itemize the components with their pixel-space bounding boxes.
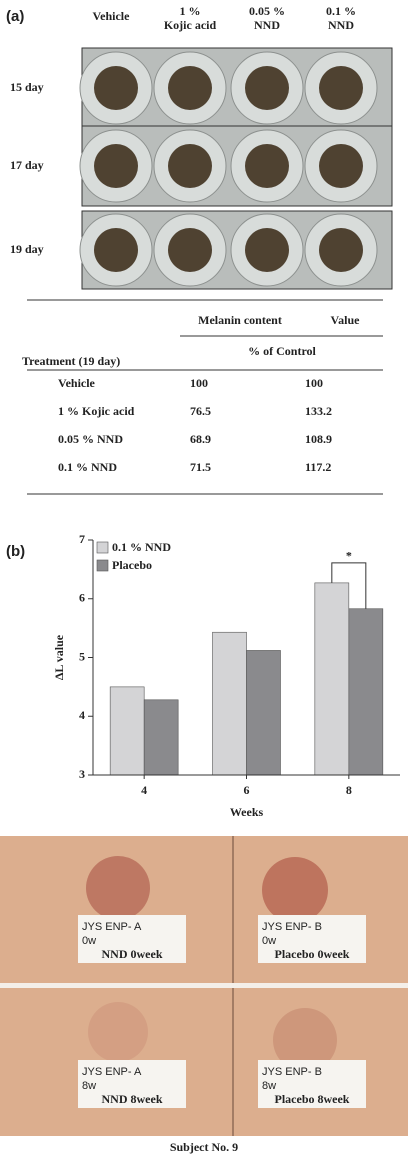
skin-spot [262, 857, 328, 923]
well-content [319, 144, 363, 188]
table-header: Melanin content [198, 313, 282, 327]
table-cell: 100 [190, 376, 208, 390]
photo-label: NND 8week [102, 1092, 163, 1106]
x-axis-title: Weeks [230, 805, 264, 819]
table-cell: 0.05 % NND [58, 432, 123, 446]
x-tick-label: 8 [346, 783, 352, 797]
panel-label: (a) [6, 8, 24, 25]
legend-label: 0.1 % NND [112, 540, 171, 554]
well-content [168, 228, 212, 272]
column-label: Vehicle [93, 9, 131, 23]
card-text: 0w [262, 935, 276, 947]
panel-label: (b) [6, 543, 25, 560]
row-label: 17 day [10, 158, 44, 172]
y-tick-label: 6 [79, 591, 85, 605]
x-tick-label: 6 [244, 783, 250, 797]
table-cell: 0.1 % NND [58, 460, 117, 474]
column-label: 0.05 % [249, 4, 285, 18]
bar [349, 609, 383, 775]
legend-swatch [97, 542, 108, 553]
table-cell: 133.2 [305, 404, 332, 418]
table-header: Value [331, 313, 361, 327]
well-content [168, 144, 212, 188]
column-label: NND [254, 18, 280, 32]
well-content [245, 144, 289, 188]
card-text: JYS ENP- B [262, 921, 322, 933]
y-tick-label: 7 [79, 532, 85, 546]
table-cell: 100 [305, 376, 323, 390]
legend-label: Placebo [112, 558, 152, 572]
table-header: % of Control [248, 344, 316, 358]
well-content [94, 144, 138, 188]
column-label: Kojic acid [164, 18, 217, 32]
table-cell: 1 % Kojic acid [58, 404, 135, 418]
photo-label: NND 0week [102, 947, 163, 961]
bar [315, 583, 349, 775]
legend-swatch [97, 560, 108, 571]
well-content [94, 228, 138, 272]
column-label: 1 % [180, 4, 201, 18]
well-content [245, 66, 289, 110]
bar [247, 650, 281, 775]
table-cell: Vehicle [58, 376, 96, 390]
row-label: 19 day [10, 242, 44, 256]
photo-caption: Subject No. 9 [170, 1140, 238, 1154]
skin-spot [88, 1002, 148, 1062]
column-label: 0.1 % [326, 4, 356, 18]
table-cell: 71.5 [190, 460, 211, 474]
x-tick-label: 4 [141, 783, 147, 797]
card-text: JYS ENP- B [262, 1066, 322, 1078]
bar [110, 687, 144, 775]
card-text: 0w [82, 935, 96, 947]
column-label: NND [328, 18, 354, 32]
table-cell: 68.9 [190, 432, 211, 446]
y-tick-label: 4 [79, 708, 85, 722]
annotation: * [346, 549, 352, 563]
bar [144, 700, 178, 775]
well-content [319, 66, 363, 110]
well-content [319, 228, 363, 272]
photo-divider [0, 983, 408, 988]
card-text: JYS ENP- A [82, 921, 142, 933]
table-cell: 108.9 [305, 432, 332, 446]
photo-label: Placebo 0week [275, 947, 350, 961]
y-tick-label: 3 [79, 767, 85, 781]
figure: (a) Melanin content Value % of Control T… [0, 0, 408, 1159]
table-cell: 76.5 [190, 404, 211, 418]
well-content [94, 66, 138, 110]
photo-label: Placebo 8week [275, 1092, 350, 1106]
well-content [168, 66, 212, 110]
row-label: 15 day [10, 80, 44, 94]
card-text: JYS ENP- A [82, 1066, 142, 1078]
table-cell: 117.2 [305, 460, 331, 474]
table-header: Treatment (19 day) [22, 354, 120, 368]
y-axis-title: ΔL value [52, 634, 66, 680]
y-tick-label: 5 [79, 649, 85, 663]
bar [213, 632, 247, 775]
well-content [245, 228, 289, 272]
card-text: 8w [262, 1080, 276, 1092]
card-text: 8w [82, 1080, 96, 1092]
skin-spot [86, 856, 150, 920]
